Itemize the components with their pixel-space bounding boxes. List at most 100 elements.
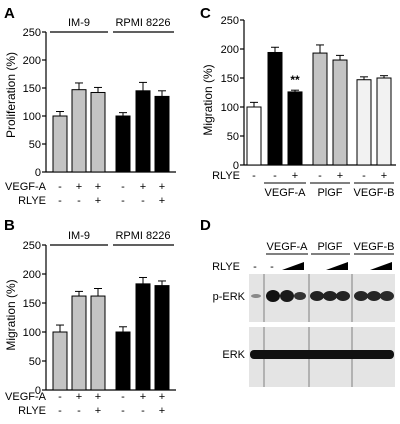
panel-c: C Migration (%) 0 50 100 150 200 250 ** …	[200, 5, 396, 199]
sign: -	[362, 170, 366, 182]
y-tick-label: 0	[233, 160, 239, 172]
group-label: VEGF-B	[354, 241, 395, 253]
y-tick-label: 250	[23, 240, 41, 252]
sign: -	[58, 405, 62, 417]
bar	[332, 59, 348, 166]
band	[367, 291, 381, 301]
sign: +	[159, 181, 165, 193]
panel-letter: A	[4, 5, 15, 22]
y-tick-label: 0	[35, 385, 41, 397]
band	[266, 290, 280, 302]
sign: -	[58, 181, 62, 193]
y-tick-label: 150	[221, 73, 239, 85]
sign: +	[140, 391, 146, 403]
y-tick-label: 100	[23, 327, 41, 339]
bar	[312, 52, 328, 166]
group-label: RPMI 8226	[115, 230, 170, 242]
y-tick-label: 250	[23, 27, 41, 39]
panel-d: D VEGF-A PlGF VEGF-B RLYE - - p-ERK ERK	[200, 217, 395, 387]
y-tick-label: 200	[23, 269, 41, 281]
y-tick-label: 200	[23, 55, 41, 67]
y-tick-label: 100	[23, 111, 41, 123]
sign: -	[253, 261, 257, 273]
y-axis-label: Migration (%)	[4, 279, 18, 350]
y-axis-label: Proliferation (%)	[4, 52, 18, 138]
sign: -	[121, 195, 125, 207]
row-label-rlye: RLYE	[18, 405, 46, 417]
sign: -	[270, 261, 274, 273]
band	[280, 290, 294, 302]
y-tick-label: 50	[29, 139, 41, 151]
y-tick-label: 100	[221, 102, 239, 114]
bar	[267, 51, 283, 166]
group-label: VEGF-A	[265, 187, 307, 199]
group-label: IM-9	[68, 230, 90, 242]
sign: +	[76, 181, 82, 193]
panel-a: A Proliferation (%) 0 50 100 150 200 250…	[4, 5, 176, 207]
y-tick-label: 50	[227, 131, 239, 143]
bar	[135, 90, 151, 173]
band	[336, 291, 350, 301]
row-signs: - + + - + + - - + - - +	[58, 181, 165, 207]
dose-wedge	[370, 262, 392, 270]
band	[323, 291, 337, 301]
row-signs: - + + - + + - - + - - +	[58, 391, 165, 417]
group-label: PlGF	[317, 187, 342, 199]
bar-chart-c	[240, 19, 396, 166]
bar	[115, 331, 131, 391]
bar	[135, 283, 151, 391]
sign: -	[121, 405, 125, 417]
bar-chart-b	[42, 244, 176, 391]
sign: -	[58, 391, 62, 403]
bar	[52, 331, 68, 391]
sign: +	[159, 391, 165, 403]
bar	[246, 106, 262, 166]
row-signs: - - + - + - +	[252, 170, 387, 182]
sign: +	[76, 391, 82, 403]
bar	[154, 95, 170, 173]
sign: -	[77, 195, 81, 207]
blot-erk	[249, 327, 395, 387]
sign: +	[292, 170, 298, 182]
panel-b: B Migration (%) 0 50 100 150 200 250 IM-…	[4, 217, 176, 417]
sign: -	[252, 170, 256, 182]
y-tick-label: 50	[29, 356, 41, 368]
band	[380, 291, 394, 301]
blot-p-erk	[249, 274, 395, 322]
sign: -	[77, 405, 81, 417]
y-axis-ticks: 0 50 100 150 200 250	[23, 240, 41, 397]
group-label: PlGF	[317, 241, 342, 253]
row-label-rlye: RLYE	[18, 195, 46, 207]
panel-letter: C	[200, 5, 211, 22]
bar	[287, 91, 303, 166]
y-tick-label: 250	[221, 15, 239, 27]
sign: +	[95, 391, 101, 403]
sign: +	[337, 170, 343, 182]
band	[250, 350, 394, 359]
panel-letter: B	[4, 217, 15, 234]
row-label-rlye: RLYE	[212, 261, 240, 273]
sign: +	[95, 181, 101, 193]
y-axis-label: Migration (%)	[201, 64, 215, 135]
band	[294, 292, 306, 300]
bar	[376, 77, 392, 166]
panel-letter: D	[200, 217, 211, 234]
bar	[115, 115, 131, 173]
band-label-p-erk: p-ERK	[213, 291, 246, 303]
significance-annotation: **	[290, 73, 300, 87]
sign: -	[121, 391, 125, 403]
sign: -	[273, 170, 277, 182]
band-label-erk: ERK	[222, 349, 245, 361]
sign: +	[95, 195, 101, 207]
bar	[154, 285, 170, 391]
bar	[356, 79, 372, 166]
sign: +	[381, 170, 387, 182]
y-tick-label: 150	[23, 298, 41, 310]
row-label-vegf-a: VEGF-A	[5, 391, 47, 403]
sign: -	[58, 195, 62, 207]
y-tick-label: 0	[35, 167, 41, 179]
band	[251, 294, 261, 298]
group-label: IM-9	[68, 17, 90, 29]
row-label-rlye: RLYE	[212, 170, 240, 182]
y-tick-label: 150	[23, 83, 41, 95]
